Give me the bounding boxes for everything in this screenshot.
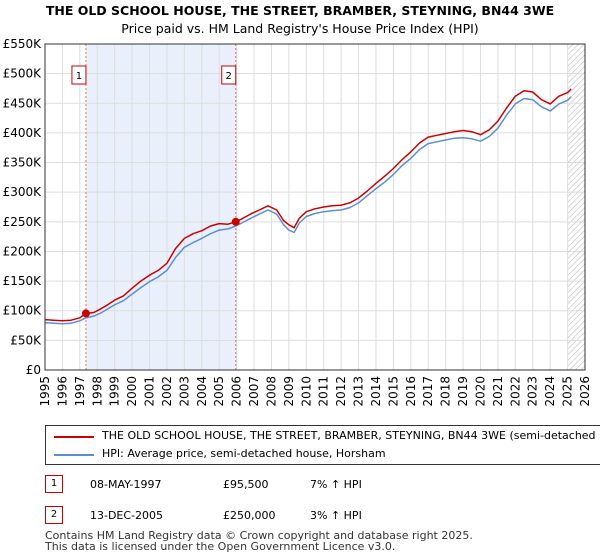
y-tick-label: £450K <box>3 96 43 110</box>
x-tick-label: 2017 <box>421 376 435 407</box>
transaction-date: 08-MAY-1997 <box>90 478 162 491</box>
x-tick-label: 2015 <box>386 376 400 407</box>
transaction-date: 13-DEC-2005 <box>90 509 164 522</box>
series-line-property <box>44 88 572 322</box>
x-tick-label: 2000 <box>125 376 139 407</box>
y-tick-label: £400K <box>3 126 43 140</box>
x-tick-label: 2004 <box>195 376 209 407</box>
x-tick-label: 2001 <box>143 376 157 407</box>
x-tick-label: 1999 <box>108 376 122 407</box>
chart-title: THE OLD SCHOOL HOUSE, THE STREET, BRAMBE… <box>45 3 555 18</box>
annotation-box <box>221 65 237 85</box>
y-tick-label: £150K <box>3 274 43 288</box>
y-tick-label: £0 <box>26 363 41 377</box>
transaction-hpi-diff: 7% ↑ HPI <box>310 478 362 491</box>
forecast-hatch <box>567 44 585 370</box>
legend-label-hpi: HPI: Average price, semi-detached house,… <box>102 447 386 460</box>
x-tick-label: 2008 <box>264 376 278 407</box>
y-tick-label: £350K <box>3 156 43 170</box>
x-tick-label: 1997 <box>73 376 87 407</box>
x-tick-label: 2012 <box>334 376 348 407</box>
x-tick-label: 2010 <box>299 376 313 407</box>
y-tick-label: £50K <box>10 333 42 347</box>
transaction-number: 1 <box>45 475 63 493</box>
transaction-row: 1 08-MAY-1997 £95,500 7% ↑ HPI <box>45 475 465 495</box>
x-tick-label: 2024 <box>543 376 557 407</box>
y-tick-label: £550K <box>3 37 43 51</box>
y-tick-label: £300K <box>3 185 43 199</box>
x-tick-label: 2014 <box>369 376 383 407</box>
legend-item-hpi: HPI: Average price, semi-detached house,… <box>46 446 600 464</box>
legend-item-property: THE OLD SCHOOL HOUSE, THE STREET, BRAMBE… <box>46 428 600 446</box>
x-tick-label: 1998 <box>90 376 104 407</box>
plot-frame <box>44 43 586 371</box>
x-tick-label: 2019 <box>456 376 470 407</box>
x-tick-label: 2025 <box>561 376 575 407</box>
x-tick-label: 2006 <box>230 376 244 407</box>
y-tick-label: £200K <box>3 244 43 258</box>
annotation-label: 1 <box>76 71 82 82</box>
x-tick-label: 2023 <box>526 376 540 407</box>
legend-line-hpi <box>54 454 94 456</box>
footer: Contains HM Land Registry data © Crown c… <box>45 530 473 552</box>
x-tick-label: 2022 <box>508 376 522 407</box>
chart-subtitle: Price paid vs. HM Land Registry's House … <box>121 21 479 36</box>
legend-line-property <box>54 436 94 438</box>
transaction-price: £250,000 <box>223 509 276 522</box>
transaction-number: 2 <box>45 506 63 524</box>
transaction-price: £95,500 <box>223 478 269 491</box>
footer-copyright: Contains HM Land Registry data © Crown c… <box>45 529 473 542</box>
y-tick-label: £500K <box>3 67 43 81</box>
legend-label-property: THE OLD SCHOOL HOUSE, THE STREET, BRAMBE… <box>102 429 600 442</box>
x-tick-label: 2021 <box>491 376 505 407</box>
sale-point <box>231 217 240 226</box>
series-line-hpi <box>44 96 572 325</box>
x-tick-label: 2002 <box>160 376 174 407</box>
x-tick-label: 2009 <box>282 376 296 407</box>
x-tick-label: 2013 <box>352 376 366 407</box>
x-tick-label: 1995 <box>38 376 52 407</box>
footer-licence: This data is licensed under the Open Gov… <box>45 540 396 553</box>
sale-point <box>81 309 90 318</box>
x-tick-label: 2003 <box>177 376 191 407</box>
x-tick-label: 2005 <box>212 376 226 407</box>
x-tick-label: 2016 <box>404 376 418 407</box>
ownership-shading <box>85 44 236 370</box>
x-tick-label: 2018 <box>439 376 453 407</box>
x-tick-label: 2026 <box>578 376 592 407</box>
x-tick-label: 2007 <box>247 376 261 407</box>
y-tick-label: £100K <box>3 304 43 318</box>
legend: THE OLD SCHOOL HOUSE, THE STREET, BRAMBE… <box>45 425 600 465</box>
annotation-label: 2 <box>226 71 232 82</box>
x-tick-label: 2020 <box>473 376 487 407</box>
y-tick-label: £250K <box>3 215 43 229</box>
transaction-row: 2 13-DEC-2005 £250,000 3% ↑ HPI <box>45 506 465 526</box>
x-tick-label: 1996 <box>55 376 69 407</box>
x-tick-label: 2011 <box>317 376 331 407</box>
annotation-box <box>71 65 87 85</box>
transaction-hpi-diff: 3% ↑ HPI <box>310 509 362 522</box>
price-chart: £0 £50K £100K £150K £200K £250K £300K £350K £400… <box>3 37 592 407</box>
